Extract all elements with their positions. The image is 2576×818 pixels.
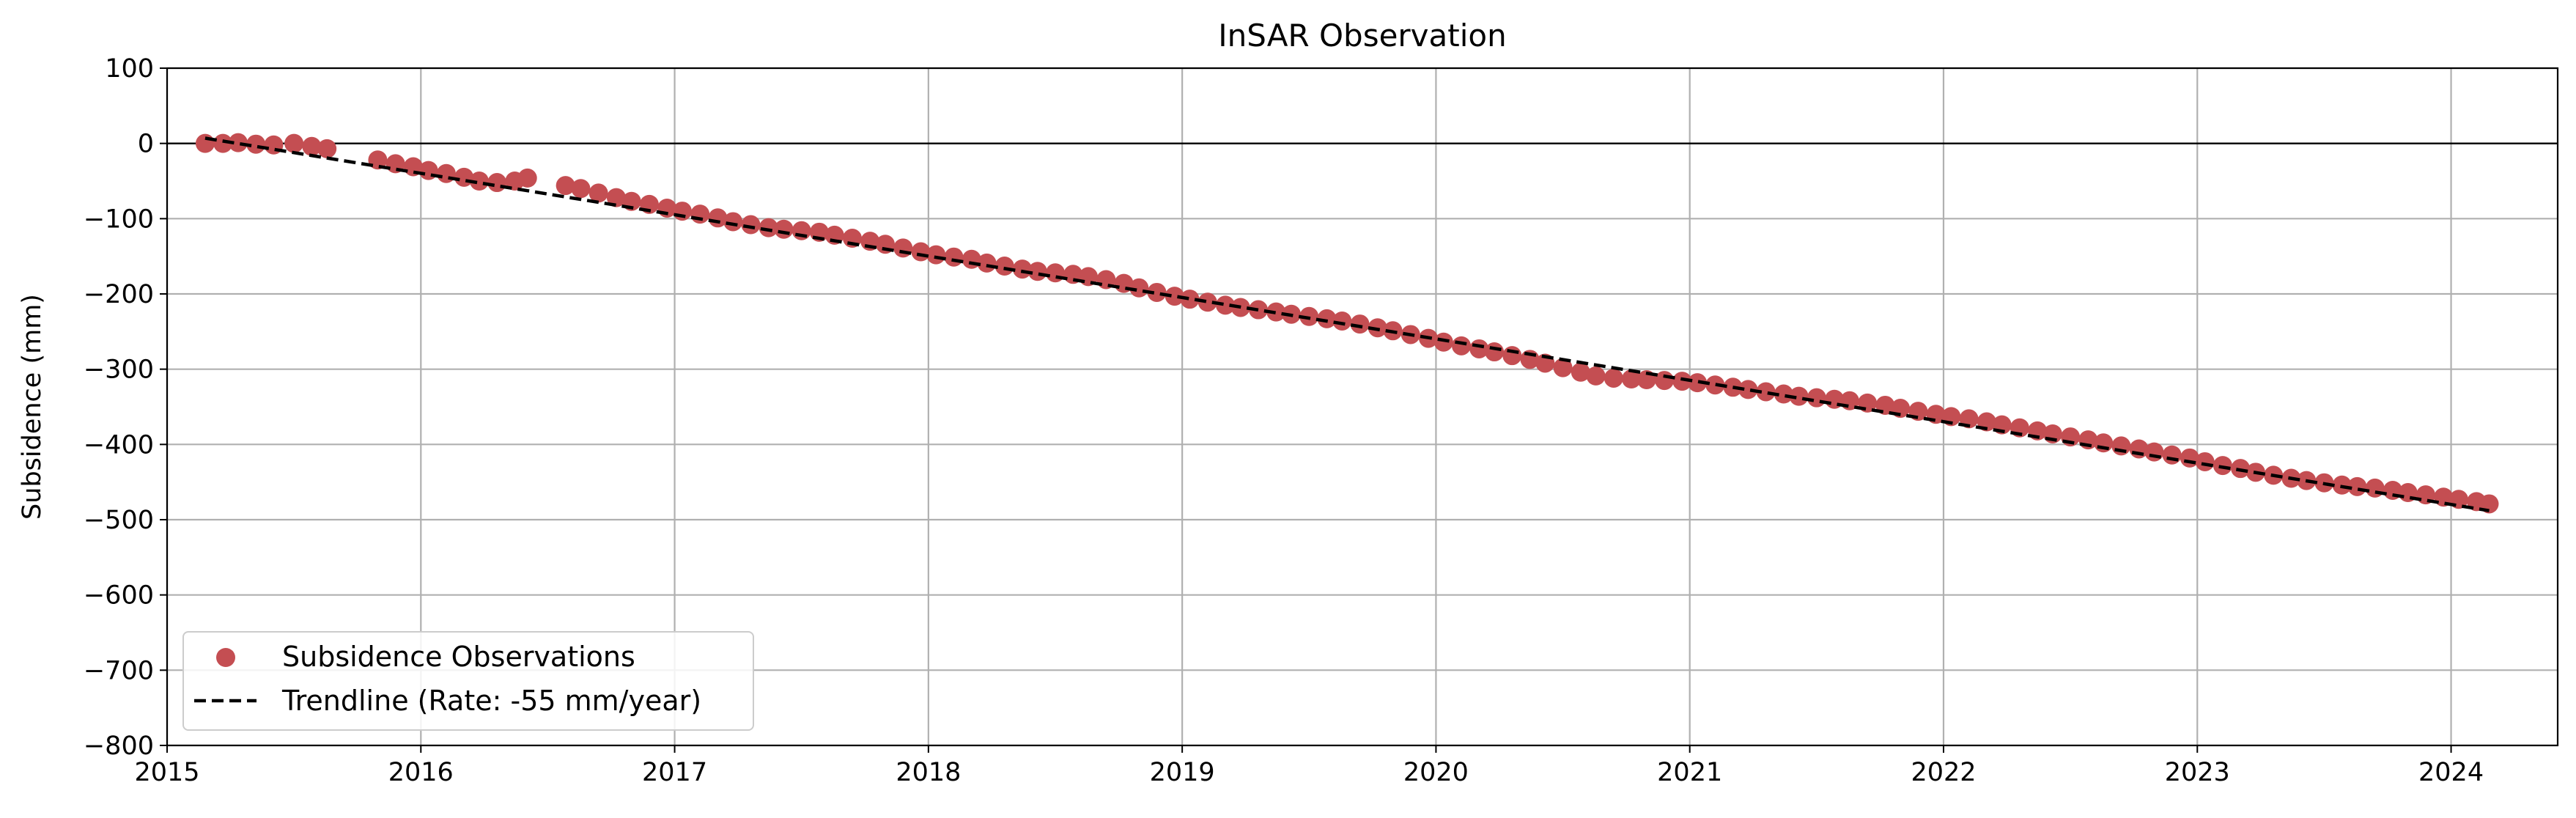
observation-point — [606, 188, 626, 207]
y-tick-label: −800 — [84, 732, 154, 761]
legend-marker-observations — [216, 648, 235, 667]
x-tick-label: 2021 — [1657, 758, 1722, 787]
observation-point — [2144, 442, 2164, 462]
observation-point — [1216, 295, 1236, 315]
observation-point — [1571, 362, 1590, 382]
observation-point — [1688, 373, 1708, 393]
observation-point — [759, 218, 778, 237]
legend-label-observations: Subsidence Observations — [282, 641, 635, 673]
observation-point — [1180, 290, 1200, 309]
observation-point — [1774, 384, 1793, 404]
observation-points — [195, 133, 2499, 514]
observation-point — [1249, 300, 1269, 320]
observation-point — [317, 139, 337, 158]
legend: Subsidence Observations Trendline (Rate:… — [182, 631, 754, 731]
observation-point — [1806, 388, 1826, 408]
observation-point — [1266, 302, 1286, 322]
trendline-layer — [204, 136, 2490, 512]
y-tick-label: −400 — [84, 430, 154, 460]
y-tick-label: −600 — [84, 581, 154, 611]
x-tick-label: 2018 — [896, 758, 961, 787]
observation-point — [1433, 332, 1453, 352]
x-tick-label: 2016 — [388, 758, 454, 787]
legend-label-trendline: Trendline (Rate: -55 mm/year) — [281, 685, 701, 717]
observation-point — [213, 133, 233, 153]
observation-point — [1502, 346, 1522, 366]
observation-point — [517, 168, 537, 188]
y-axis-ticks: 100 0 −100 −200 −300 −400 −500 −600 −700 −800 — [84, 54, 167, 761]
observation-point — [588, 183, 608, 203]
observation-point — [723, 212, 743, 232]
x-tick-label: 2024 — [2418, 758, 2484, 787]
observation-point — [1789, 386, 1809, 406]
observation-point — [2195, 452, 2215, 471]
observation-point — [1165, 287, 1184, 306]
observation-point — [1332, 311, 1352, 331]
x-tick-label: 2015 — [134, 758, 199, 787]
observation-point — [2094, 433, 2114, 453]
observation-point — [690, 204, 710, 224]
x-axis-ticks: 2015 2016 2017 2018 2019 2020 2021 2022 2023 2024 — [134, 745, 2484, 787]
observation-point — [926, 245, 946, 265]
observation-point — [195, 133, 215, 153]
observation-point — [1738, 380, 1758, 399]
y-axis-title: Subsidence (mm) — [18, 294, 47, 520]
observation-point — [1705, 375, 1725, 395]
y-tick-label: −700 — [84, 656, 154, 685]
observation-point — [469, 172, 489, 191]
y-tick-label: −500 — [84, 506, 154, 535]
observation-point — [2111, 436, 2131, 456]
observation-point — [284, 133, 304, 153]
observation-point — [1197, 292, 1217, 312]
observation-point — [944, 247, 964, 267]
observation-point — [487, 173, 507, 193]
y-tick-label: −300 — [84, 355, 154, 385]
observation-point — [1672, 372, 1692, 391]
observation-point — [1147, 282, 1167, 302]
chart-title: InSAR Observation — [1218, 18, 1506, 54]
observation-point — [1622, 369, 1642, 389]
observation-point — [672, 202, 692, 221]
legend-box — [182, 631, 754, 731]
y-tick-label: −200 — [84, 280, 154, 309]
observation-point — [1299, 306, 1319, 326]
observation-point — [1452, 336, 1472, 355]
observation-point — [791, 221, 811, 240]
observation-point — [708, 208, 728, 228]
observation-point — [1350, 314, 1370, 334]
y-tick-label: 0 — [138, 130, 154, 159]
observation-point — [571, 179, 591, 199]
observation-point — [774, 219, 794, 239]
observation-point — [1553, 358, 1573, 377]
observation-point — [1586, 366, 1606, 386]
observation-point — [741, 215, 761, 235]
observation-point — [1317, 309, 1337, 328]
observation-point — [302, 136, 322, 156]
observation-point — [1485, 342, 1505, 362]
observation-point — [246, 134, 266, 154]
y-tick-label: 100 — [105, 54, 154, 84]
x-tick-label: 2022 — [1911, 758, 1976, 787]
x-tick-label: 2019 — [1150, 758, 1215, 787]
trendline — [204, 136, 2490, 512]
observation-point — [2162, 445, 2182, 465]
x-tick-label: 2023 — [2165, 758, 2230, 787]
observation-point — [1603, 368, 1623, 388]
observation-point — [556, 176, 575, 196]
x-tick-label: 2017 — [642, 758, 707, 787]
observation-point — [1756, 382, 1776, 402]
x-tick-label: 2020 — [1403, 758, 1469, 787]
observation-point — [228, 133, 248, 152]
plot-frame — [166, 67, 2559, 747]
observation-point — [2213, 456, 2232, 476]
y-tick-label: −100 — [84, 204, 154, 234]
